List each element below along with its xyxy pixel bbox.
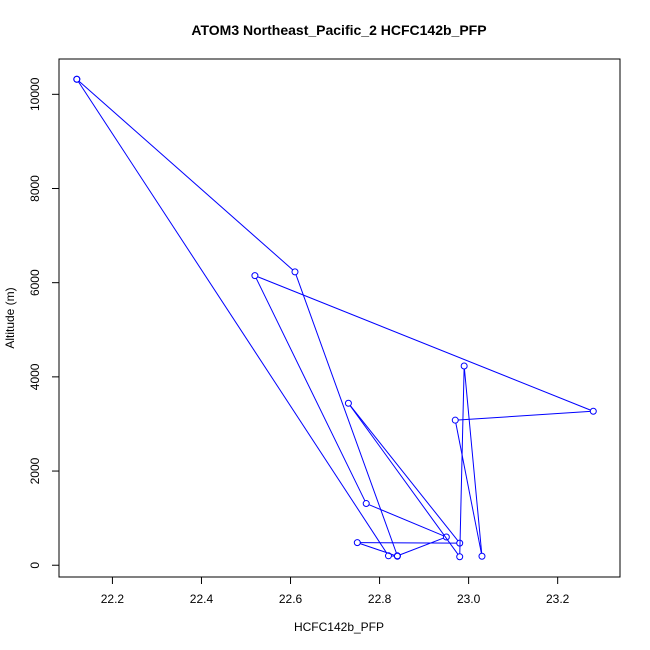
x-tick-label: 22.4 bbox=[190, 592, 214, 606]
y-tick-label: 0 bbox=[28, 562, 42, 569]
x-axis: 22.2 22.4 22.6 22.8 23.0 23.2 bbox=[101, 576, 570, 606]
y-tick-label: 6000 bbox=[28, 269, 42, 296]
y-axis: 0 2000 4000 6000 8000 10000 bbox=[28, 77, 60, 569]
series-0-segment bbox=[400, 537, 444, 556]
series-0-point bbox=[344, 399, 352, 407]
x-tick-label: 22.6 bbox=[279, 592, 303, 606]
y-tick-label: 4000 bbox=[28, 363, 42, 390]
y-tick-label: 8000 bbox=[28, 175, 42, 202]
series-0-point bbox=[456, 553, 464, 561]
series-0-point bbox=[291, 268, 299, 276]
series-0-segment bbox=[349, 405, 459, 555]
series-0-segment bbox=[257, 276, 591, 411]
x-tick-label: 22.8 bbox=[368, 592, 392, 606]
series-0-segment bbox=[368, 504, 444, 537]
series-0-point bbox=[393, 552, 401, 560]
series-0-segment bbox=[359, 543, 395, 556]
series-0-segment bbox=[458, 410, 591, 421]
series-0-segment bbox=[459, 369, 465, 554]
series-0-point bbox=[451, 416, 459, 424]
series-0-segment bbox=[455, 423, 482, 554]
y-tick-label: 2000 bbox=[28, 457, 42, 484]
series-0-point bbox=[73, 75, 81, 83]
series-0-point bbox=[442, 533, 450, 541]
x-axis-label: HCFC142b_PFP bbox=[294, 620, 384, 634]
y-tick-label: 10000 bbox=[28, 77, 42, 111]
series-0-segment bbox=[463, 368, 483, 554]
x-tick-label: 23.0 bbox=[457, 592, 481, 606]
series-0-segment bbox=[349, 405, 459, 542]
series-0-segment bbox=[295, 274, 397, 554]
x-tick-label: 22.2 bbox=[101, 592, 125, 606]
chart-title: ATOM3 Northeast_Pacific_2 HCFC142b_PFP bbox=[191, 22, 486, 38]
series-group bbox=[73, 75, 597, 561]
series-0-point bbox=[460, 362, 468, 370]
x-tick-label: 23.2 bbox=[546, 592, 570, 606]
series-0-point bbox=[456, 539, 464, 547]
series-0-segment bbox=[78, 80, 294, 271]
series-0-segment bbox=[255, 278, 366, 502]
series-0-point bbox=[478, 552, 486, 560]
series-0-point bbox=[362, 500, 370, 508]
y-axis-label: Altitude (m) bbox=[3, 287, 17, 348]
series-0-point bbox=[251, 272, 259, 280]
series-0-point bbox=[589, 407, 597, 415]
series-0-point bbox=[384, 552, 392, 560]
series-0-segment bbox=[78, 81, 388, 554]
series-0-point bbox=[353, 539, 361, 547]
